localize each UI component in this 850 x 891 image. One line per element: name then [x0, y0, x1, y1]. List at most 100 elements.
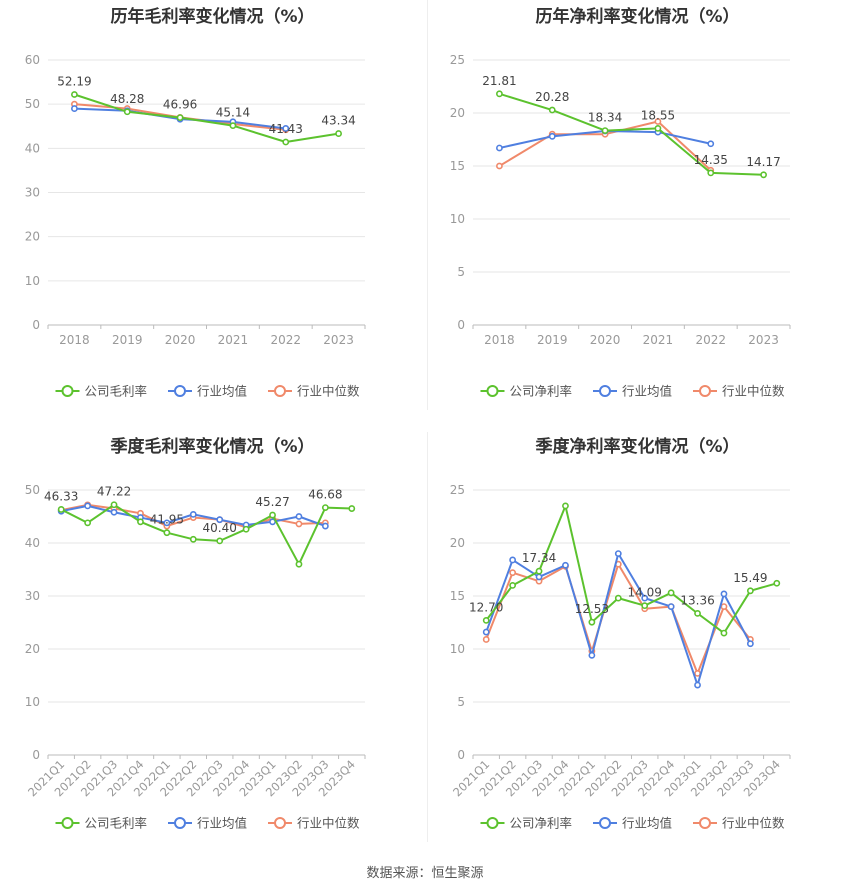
- data-point: [496, 162, 503, 170]
- legend-label: 公司净利率: [510, 384, 573, 399]
- data-point: [229, 122, 237, 130]
- chart-svg: 05101520252021Q12021Q22021Q32021Q42022Q1…: [450, 483, 791, 831]
- legend-marker-icon: [599, 817, 611, 829]
- data-label: 47.22: [97, 485, 131, 499]
- data-point: [641, 594, 649, 602]
- y-tick-label: 10: [450, 642, 465, 656]
- y-tick-label: 20: [450, 106, 465, 120]
- data-point: [57, 506, 65, 513]
- data-point: [562, 561, 569, 569]
- data-point: [295, 560, 303, 568]
- y-tick-label: 50: [25, 97, 40, 111]
- legend-item: 行业中位数: [268, 816, 360, 831]
- legend-marker-icon: [174, 817, 186, 829]
- legend-label: 行业中位数: [297, 384, 360, 399]
- data-point: [137, 518, 144, 526]
- y-tick-label: 0: [32, 748, 40, 762]
- x-tick-label: 2018: [484, 333, 515, 347]
- data-point: [189, 535, 197, 543]
- data-point: [176, 114, 184, 121]
- y-tick-label: 40: [25, 536, 40, 550]
- chart-annual-net-margin: 历年净利率变化情况（%） 0 5 10 15 20 25 2018 2019 2020 2021 2…: [425, 0, 850, 430]
- x-tick-label: 2021: [218, 333, 249, 347]
- legend-item: 公司净利率: [480, 816, 572, 831]
- data-point: [720, 603, 728, 610]
- data-label: 52.19: [57, 74, 91, 88]
- y-tick-label: 15: [450, 159, 465, 173]
- legend-label: 行业均值: [197, 384, 247, 399]
- x-tick-label: 2019: [112, 333, 143, 347]
- data-point: [667, 589, 675, 597]
- legend-label: 行业均值: [622, 816, 672, 831]
- y-tick-label: 0: [32, 318, 40, 332]
- legend-marker-icon: [61, 817, 74, 829]
- chart-annual-gross-margin: 历年毛利率变化情况（%） 0 10 20 30 40 50 60 2018 2019 2020 20…: [0, 0, 425, 430]
- data-point: [348, 505, 356, 512]
- data-point: [295, 520, 303, 528]
- data-point: [242, 525, 250, 533]
- data-point: [720, 629, 728, 637]
- data-label: 21.81: [482, 74, 516, 88]
- legend-item: 行业中位数: [268, 384, 360, 399]
- chart-svg: 0 5 10 15 20 25 2018 2019 2020 2021 2022 2023 21.81 2…: [450, 53, 791, 399]
- data-point: [614, 550, 622, 557]
- legend-label: 行业中位数: [297, 816, 360, 831]
- legend-item: 公司毛利率: [55, 384, 147, 399]
- data-label: 14.35: [694, 153, 728, 167]
- y-tick-label: 15: [450, 589, 465, 603]
- legend-label: 行业中位数: [722, 816, 785, 831]
- legend-marker-icon: [274, 817, 286, 829]
- data-point: [760, 171, 767, 179]
- data-point: [163, 529, 171, 537]
- legend-marker-icon: [486, 817, 499, 829]
- data-point: [707, 140, 715, 148]
- data-point: [496, 144, 503, 152]
- legend-item: 行业均值: [593, 384, 672, 399]
- legend-marker-icon: [599, 385, 611, 397]
- data-label: 46.96: [163, 98, 197, 112]
- data-point: [654, 118, 662, 125]
- x-tick-label: 2021: [643, 333, 674, 347]
- y-tick-label: 50: [25, 483, 40, 497]
- data-label: 41.43: [269, 122, 303, 136]
- y-tick-label: 30: [25, 589, 40, 603]
- x-tick-label: 2022: [695, 333, 726, 347]
- chart-title: 季度净利率变化情况（%）: [535, 437, 740, 457]
- data-point: [110, 501, 118, 509]
- data-point: [509, 556, 517, 564]
- chart-quarterly-net-margin: 季度净利率变化情况（%） 0 5 10 15 20 25 2021Q1 2021Q2 2021Q…: [425, 430, 850, 860]
- data-point: [84, 519, 92, 527]
- data-point: [641, 602, 649, 610]
- data-label: 18.55: [641, 108, 675, 122]
- data-point: [71, 91, 78, 98]
- legend-marker-icon: [699, 817, 711, 829]
- data-label: 43.34: [321, 114, 355, 128]
- data-label: 20.28: [535, 90, 569, 104]
- legend-marker-icon: [699, 385, 711, 397]
- y-tick-label: 10: [450, 212, 465, 226]
- data-label: 45.27: [255, 495, 289, 509]
- data-point: [535, 567, 543, 575]
- x-tick-label: 2022: [270, 333, 301, 347]
- legend-item: 行业中位数: [693, 384, 785, 399]
- y-tick-label: 25: [450, 53, 465, 67]
- legend-item: 公司毛利率: [55, 816, 147, 831]
- series-line: [485, 563, 752, 675]
- data-point: [588, 618, 596, 626]
- data-point: [614, 594, 622, 602]
- data-label: 15.49: [733, 571, 767, 585]
- y-tick-label: 20: [25, 230, 40, 244]
- x-tick-label: 2023: [748, 333, 779, 347]
- legend-label: 行业均值: [197, 816, 247, 831]
- data-point: [601, 127, 609, 134]
- data-point: [189, 510, 197, 518]
- data-point: [216, 516, 224, 524]
- data-point: [110, 508, 118, 516]
- data-point: [269, 511, 276, 519]
- y-tick-label: 20: [450, 536, 465, 550]
- data-point: [694, 681, 701, 689]
- data-label: 18.34: [588, 111, 622, 125]
- y-tick-label: 5: [457, 265, 465, 279]
- data-point: [282, 125, 290, 132]
- chart-svg: 010203040502021Q12021Q22021Q32021Q42022Q…: [25, 483, 366, 831]
